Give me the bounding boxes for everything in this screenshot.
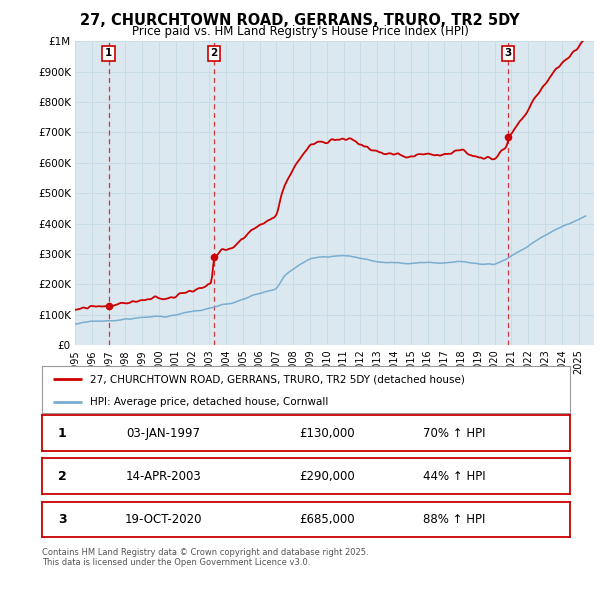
Text: 14-APR-2003: 14-APR-2003 xyxy=(125,470,202,483)
Text: 3: 3 xyxy=(505,48,512,58)
Text: 03-JAN-1997: 03-JAN-1997 xyxy=(127,427,200,440)
Text: 19-OCT-2020: 19-OCT-2020 xyxy=(125,513,202,526)
Text: £130,000: £130,000 xyxy=(299,427,355,440)
Text: 2: 2 xyxy=(211,48,218,58)
Text: 27, CHURCHTOWN ROAD, GERRANS, TRURO, TR2 5DY: 27, CHURCHTOWN ROAD, GERRANS, TRURO, TR2… xyxy=(80,13,520,28)
Text: 88% ↑ HPI: 88% ↑ HPI xyxy=(422,513,485,526)
Text: 1: 1 xyxy=(58,427,67,440)
Text: 44% ↑ HPI: 44% ↑ HPI xyxy=(422,470,485,483)
Text: Contains HM Land Registry data © Crown copyright and database right 2025.
This d: Contains HM Land Registry data © Crown c… xyxy=(42,548,368,567)
Text: Price paid vs. HM Land Registry's House Price Index (HPI): Price paid vs. HM Land Registry's House … xyxy=(131,25,469,38)
Text: 1: 1 xyxy=(105,48,112,58)
Text: 27, CHURCHTOWN ROAD, GERRANS, TRURO, TR2 5DY (detached house): 27, CHURCHTOWN ROAD, GERRANS, TRURO, TR2… xyxy=(89,374,464,384)
Text: 2: 2 xyxy=(58,470,67,483)
Text: £290,000: £290,000 xyxy=(299,470,355,483)
Text: 70% ↑ HPI: 70% ↑ HPI xyxy=(422,427,485,440)
Text: £685,000: £685,000 xyxy=(299,513,355,526)
Text: HPI: Average price, detached house, Cornwall: HPI: Average price, detached house, Corn… xyxy=(89,396,328,407)
Text: 3: 3 xyxy=(58,513,67,526)
